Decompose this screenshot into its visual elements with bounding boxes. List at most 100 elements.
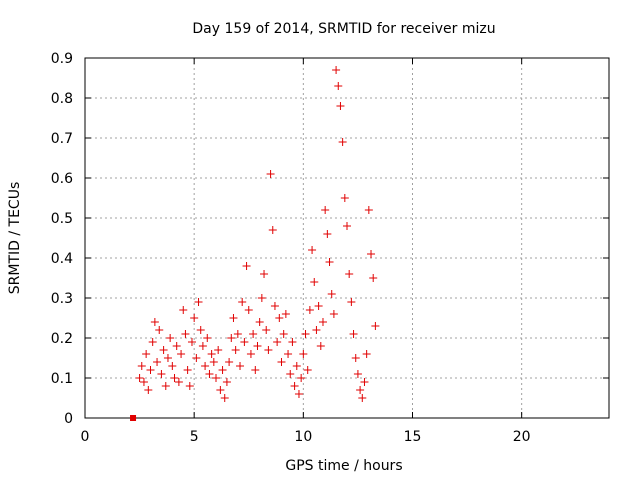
data-point (323, 230, 332, 238)
data-point (161, 382, 170, 390)
data-point (327, 290, 336, 298)
x-tick-label: 5 (190, 429, 199, 445)
data-point (262, 326, 271, 334)
data-point (216, 386, 225, 394)
y-tick-label: 0.1 (51, 371, 73, 387)
data-point (260, 270, 269, 278)
data-point (318, 318, 327, 326)
y-tick-label: 0.9 (51, 51, 73, 67)
data-point-square (130, 415, 137, 421)
data-point (312, 326, 321, 334)
data-point (351, 354, 360, 362)
data-point (305, 306, 314, 314)
data-point (207, 350, 216, 358)
tick-labels: 0 0.1 0.2 0.3 0.4 0.5 0.6 0.7 0.8 0.9 0 5 10 15 20 (51, 51, 531, 445)
data-point (345, 270, 354, 278)
y-tick-label: 0.2 (51, 331, 73, 347)
data-point (177, 350, 186, 358)
data-point (277, 358, 286, 366)
x-tick-label: 0 (81, 429, 90, 445)
data-point (174, 378, 183, 386)
data-point (308, 246, 317, 254)
data-point (218, 366, 227, 374)
data-points (130, 66, 380, 421)
y-axis-label: SRMTID / TECUs (7, 182, 23, 295)
data-point (360, 378, 369, 386)
data-point (255, 318, 264, 326)
data-point (159, 346, 168, 354)
data-point (166, 334, 175, 342)
data-point (275, 314, 284, 322)
data-point (257, 294, 266, 302)
data-point (353, 370, 362, 378)
y-tick-label: 0 (64, 411, 73, 427)
data-point (310, 278, 319, 286)
data-point (290, 382, 299, 390)
data-point (338, 138, 347, 146)
data-point (135, 374, 144, 382)
y-tick-label: 0.7 (51, 131, 73, 147)
data-point (150, 318, 159, 326)
data-point (294, 390, 303, 398)
data-point (292, 362, 301, 370)
data-point (343, 222, 351, 230)
data-point (273, 338, 282, 346)
y-tick-label: 0.4 (51, 251, 73, 267)
grid-lines (85, 58, 609, 418)
data-point (212, 374, 220, 382)
data-point (233, 330, 242, 338)
data-point (196, 326, 205, 334)
data-point (185, 382, 194, 390)
data-point (253, 342, 262, 350)
y-tick-label: 0.5 (51, 211, 73, 227)
data-point (183, 366, 192, 374)
data-point (297, 374, 306, 382)
data-point (314, 302, 323, 310)
data-point (198, 342, 207, 350)
data-point (172, 342, 181, 350)
data-point (340, 194, 349, 202)
data-point (209, 358, 218, 366)
data-point (190, 314, 199, 322)
data-point (246, 350, 255, 358)
data-point (214, 346, 223, 354)
data-point (187, 338, 196, 346)
data-point (194, 298, 203, 306)
data-point (301, 330, 310, 338)
data-point (203, 334, 212, 342)
data-point (244, 306, 253, 314)
data-point (264, 346, 273, 354)
data-point (242, 262, 251, 270)
data-point (347, 298, 356, 306)
data-point (279, 330, 288, 338)
data-point (251, 366, 260, 374)
axis-ticks (84, 57, 609, 419)
data-point (142, 350, 151, 358)
data-point (249, 330, 258, 338)
data-point (334, 82, 343, 90)
data-point (358, 394, 367, 402)
data-point (266, 170, 275, 178)
data-point (137, 362, 146, 370)
data-point (364, 206, 373, 214)
data-point (227, 334, 236, 342)
data-point (270, 302, 279, 310)
data-point (231, 346, 240, 354)
data-point (238, 298, 247, 306)
data-point (229, 314, 238, 322)
x-tick-label: 20 (513, 429, 531, 445)
data-point (321, 206, 330, 214)
data-point (157, 370, 166, 378)
data-point (329, 310, 338, 318)
data-point (205, 370, 214, 378)
data-point (369, 274, 378, 282)
data-point (146, 366, 155, 374)
data-point (362, 350, 371, 358)
data-point (240, 338, 249, 346)
data-point (139, 378, 148, 386)
plot-frame (84, 57, 610, 419)
data-point (356, 386, 365, 394)
data-point (371, 322, 380, 330)
x-tick-label: 15 (404, 429, 422, 445)
